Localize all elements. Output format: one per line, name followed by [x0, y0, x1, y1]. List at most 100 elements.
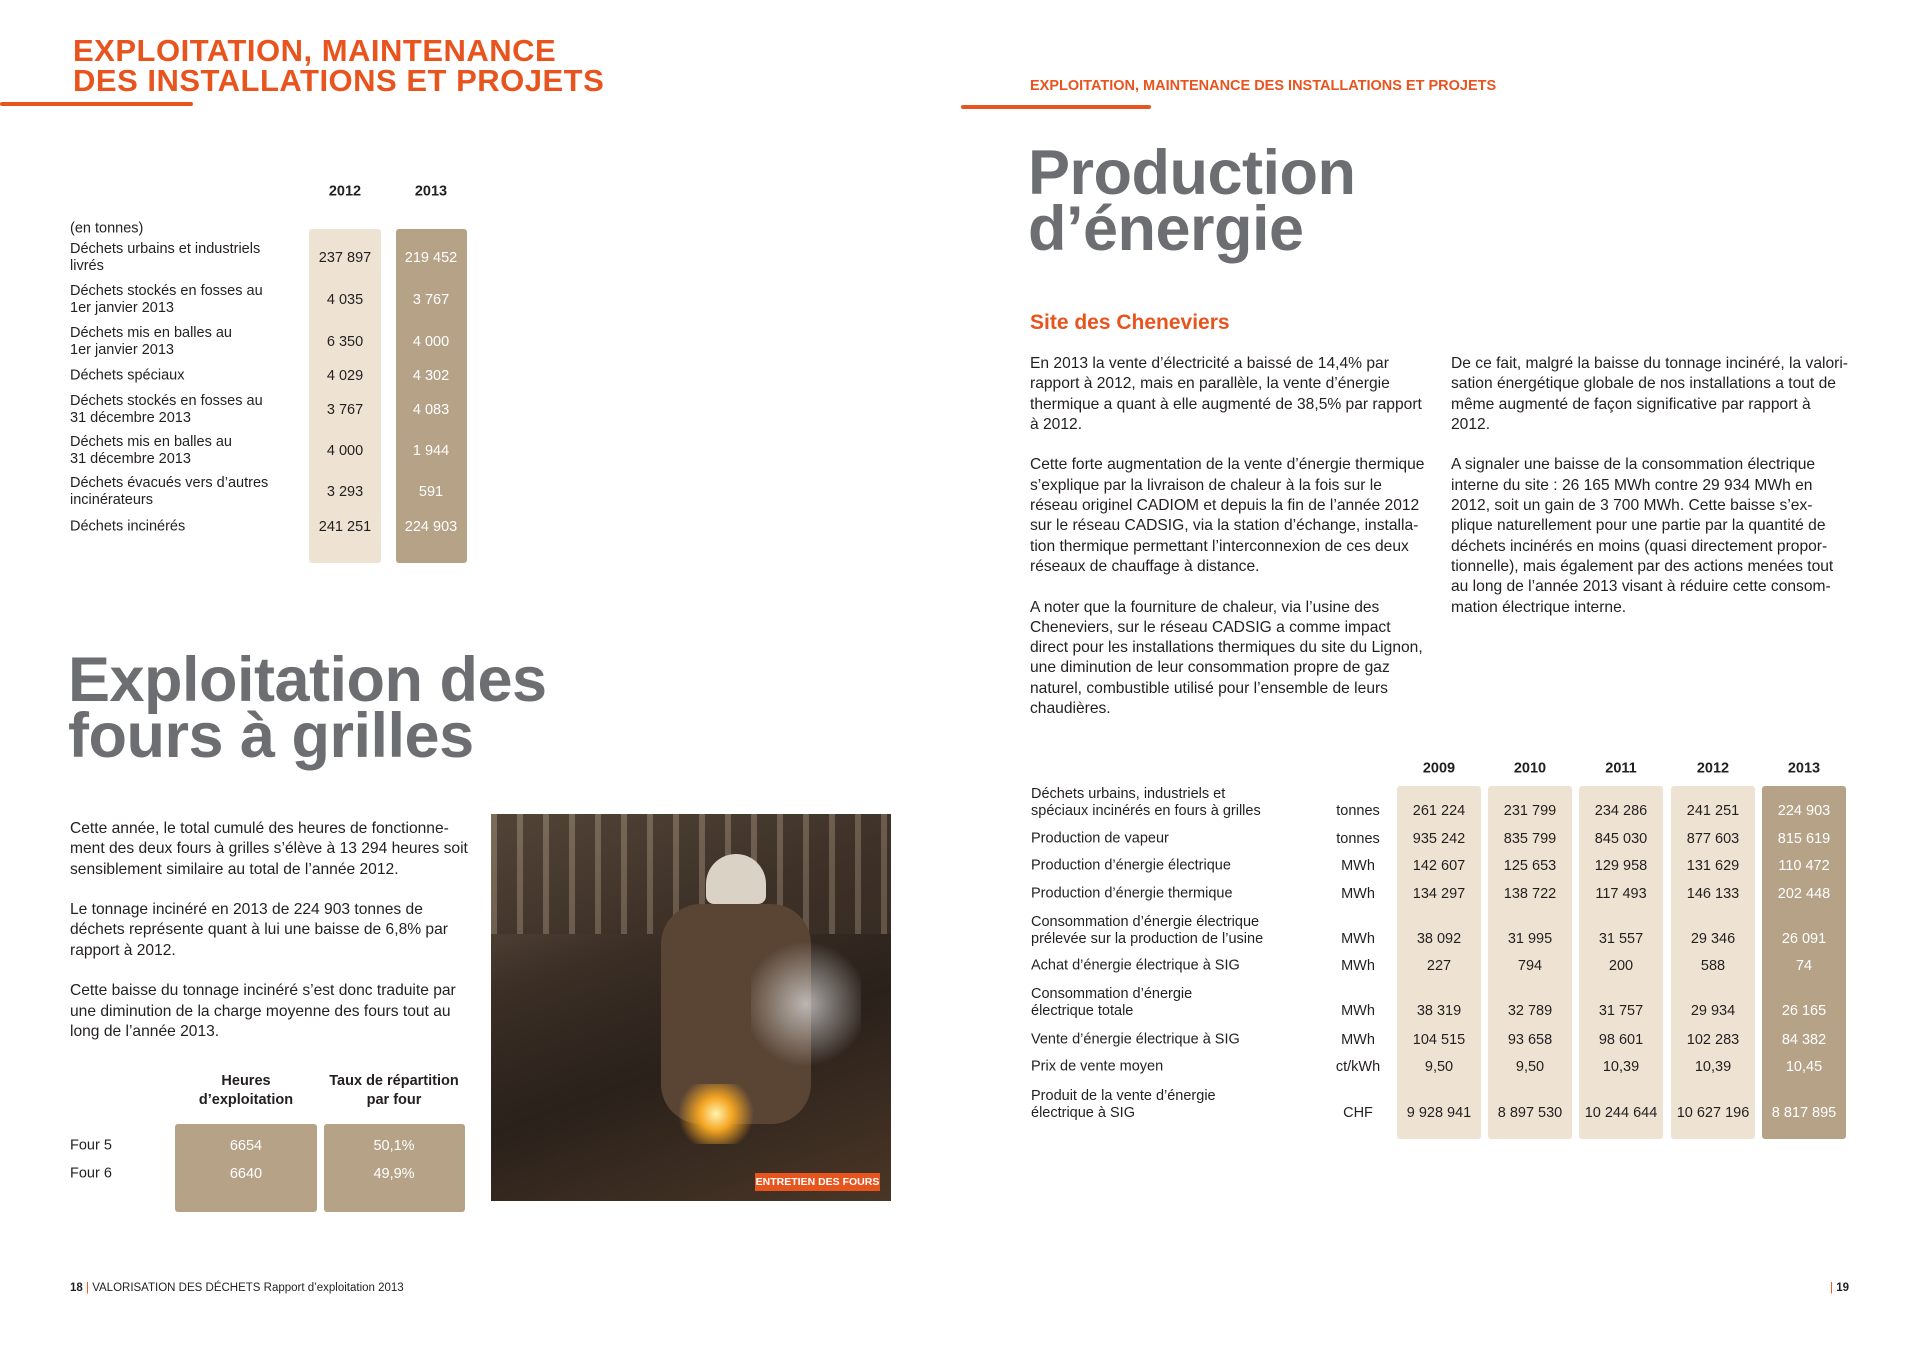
column-box	[309, 229, 381, 563]
label-line: livrés	[70, 258, 104, 274]
cell-value: 31 757	[1598, 1003, 1644, 1019]
cell-value: 134 297	[1412, 886, 1466, 902]
cell-value: 8 897 530	[1497, 1105, 1563, 1121]
label-line: Déchets urbains et industriels	[70, 241, 261, 257]
cell-value: 29 934	[1690, 1003, 1736, 1019]
footer-report: Rapport d’exploitation 2013	[263, 1282, 404, 1294]
body-text: Cette année, le total cumulé des heures …	[70, 819, 468, 1063]
header-line: DES INSTALLATIONS ET PROJETS	[73, 63, 605, 98]
label-line: prélevée sur la production de l’usine	[1031, 930, 1264, 947]
cell-value: 261 224	[1412, 803, 1466, 819]
photo-helmet	[706, 854, 766, 904]
footer-publication: VALORISATION DES DÉCHETS	[92, 1282, 261, 1294]
label-line: Déchets mis en balles au	[70, 325, 232, 341]
paragraph-gap	[1030, 719, 1424, 739]
cell-value: 38 092	[1416, 931, 1462, 947]
column-box	[1397, 786, 1481, 1139]
column-box	[1762, 786, 1846, 1139]
cell-value: 49,9%	[373, 1166, 415, 1182]
label-line: Déchets incinérés	[70, 518, 186, 535]
row-label: Consommation d’énergie électrique prélevé…	[1031, 914, 1263, 948]
cell-value: 241 251	[318, 519, 372, 535]
cell-value: 237 897	[318, 250, 372, 266]
label-line: Déchets stockés en fosses au	[70, 283, 263, 299]
cell-value: 50,1%	[373, 1138, 415, 1154]
text-line: Le tonnage incinéré en 2013 de 224 903 t…	[70, 901, 423, 919]
cell-value: 835 799	[1503, 831, 1557, 847]
unit-note: (en tonnes)	[70, 220, 144, 237]
label-line: Vente d’énergie électrique à SIG	[1031, 1031, 1240, 1048]
cell-value: 241 251	[1686, 803, 1740, 819]
paragraph-gap	[1451, 435, 1848, 455]
cell-value: 4 035	[326, 292, 364, 308]
photo-caption: ENTRETIEN DES FOURS	[755, 1173, 880, 1191]
text-line: rapport à 2012.	[70, 941, 176, 959]
page-number: 18	[70, 1282, 83, 1294]
cell-value: 4 083	[412, 402, 450, 418]
row-unit: ct/kWh	[1335, 1059, 1381, 1075]
cell-value: 9 928 941	[1406, 1105, 1472, 1121]
cell-value: 29 346	[1690, 931, 1736, 947]
row-label: Production d’énergie thermique	[1031, 886, 1233, 903]
text-line: au long de l’année 2013 visant à réduire…	[1451, 578, 1831, 596]
column-header: 2013	[414, 183, 448, 200]
column-box	[396, 229, 467, 563]
row-unit: MWh	[1341, 886, 1375, 902]
row-label: Déchets stockés en fosses au 31 décembre …	[70, 393, 263, 427]
cell-value: 98 601	[1598, 1032, 1644, 1048]
text-line: Cette année, le total cumulé des heures …	[70, 820, 449, 837]
row-unit: MWh	[1341, 1032, 1375, 1048]
header-rule	[961, 105, 1151, 109]
row-unit: tonnes	[1336, 831, 1380, 847]
column-header: 2009	[1422, 760, 1456, 777]
cell-value: 10 244 644	[1584, 1105, 1658, 1121]
column-box	[175, 1124, 317, 1212]
label-line: Prix de vente moyen	[1031, 1058, 1164, 1075]
text-line: Cette baisse du tonnage incinéré s’est d…	[70, 982, 456, 1000]
cell-value: 227	[1426, 958, 1452, 974]
cell-value: 10 627 196	[1676, 1105, 1750, 1121]
cell-value: 4 000	[326, 443, 364, 459]
paragraph-gap	[70, 880, 468, 900]
cell-value: 117 493	[1595, 886, 1647, 902]
column-header: 2013	[1787, 760, 1821, 777]
heading-line: Exploitation des	[68, 645, 547, 715]
column-header: Taux de répartition par four	[329, 1072, 458, 1110]
cell-value: 38 319	[1416, 1003, 1462, 1019]
cell-value: 84 382	[1781, 1032, 1827, 1048]
heading-line: Production	[1028, 138, 1356, 208]
text-line: réseaux de chauffage à distance.	[1030, 557, 1260, 575]
cell-value: 588	[1700, 958, 1726, 974]
cell-value: 129 958	[1594, 858, 1648, 874]
row-label: Déchets stockés en fosses au 1er janvier …	[70, 283, 263, 317]
label-line: Consommation d’énergie	[1031, 985, 1193, 1002]
text-line: Cheneviers, sur le réseau CADSIG a comme…	[1030, 618, 1391, 636]
column-box	[324, 1124, 465, 1212]
cell-value: 224 903	[404, 519, 458, 535]
paragraph-gap	[70, 961, 468, 981]
header-line: par four	[366, 1092, 422, 1108]
row-label: Achat d’énergie électrique à SIG	[1031, 958, 1240, 975]
text-line: chaudières.	[1030, 700, 1111, 718]
cell-value: 845 030	[1594, 831, 1648, 847]
row-label: Déchets incinérés	[70, 519, 185, 536]
label-line: Production de vapeur	[1031, 830, 1169, 847]
cell-value: 125 653	[1503, 858, 1557, 874]
text-line: A noter que la fourniture de chaleur, vi…	[1030, 598, 1380, 616]
row-label: Déchets mis en balles au 31 décembre 2013	[70, 434, 232, 468]
cell-value: 6654	[229, 1138, 263, 1154]
cell-value: 9,50	[1515, 1059, 1545, 1075]
cell-value: 26 091	[1781, 931, 1827, 947]
label-line: incinérateurs	[70, 492, 154, 508]
text-line: une diminution de la charge moyenne des …	[70, 1002, 451, 1020]
cell-value: 3 767	[412, 292, 450, 308]
cell-value: 31 995	[1507, 931, 1553, 947]
text-line: une diminution de leur consommation prop…	[1030, 659, 1390, 677]
label-line: Déchets stockés en fosses au	[70, 393, 263, 409]
cell-value: 231 799	[1503, 803, 1557, 819]
cell-value: 110 472	[1778, 858, 1830, 874]
cell-value: 3 767	[326, 402, 364, 418]
label-line: Production d’énergie thermique	[1031, 885, 1233, 902]
text-line: 2012, soit un gain de 3 700 MWh. Cette b…	[1451, 497, 1813, 515]
cell-value: 138 722	[1503, 886, 1557, 902]
